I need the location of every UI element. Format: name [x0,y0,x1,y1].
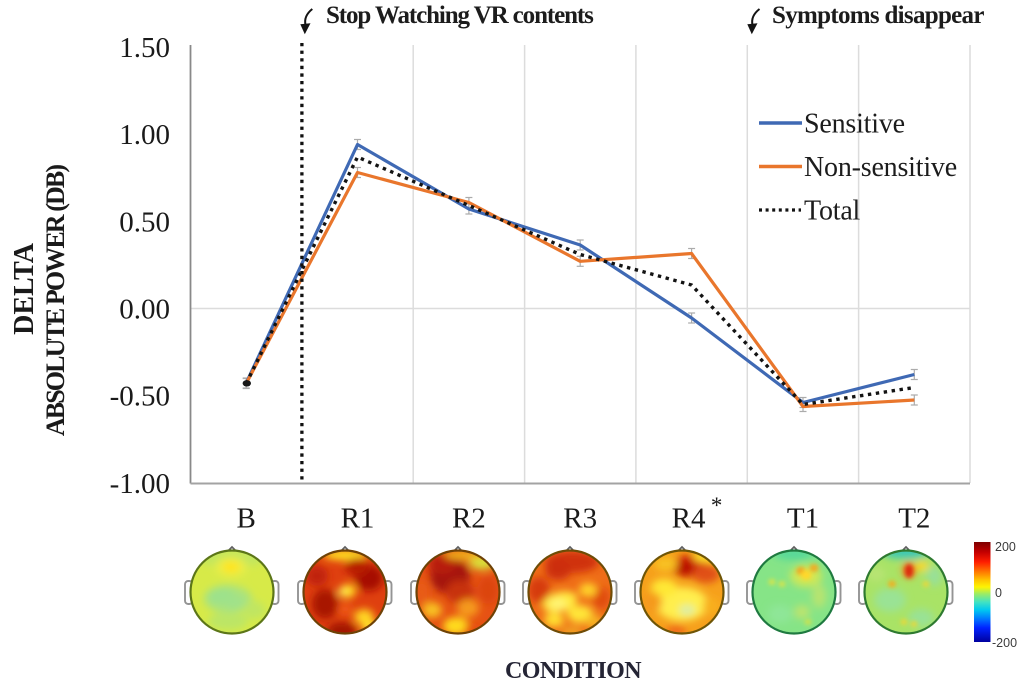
svg-text:T2: T2 [898,503,930,535]
svg-text:CONDITION: CONDITION [505,658,642,684]
svg-text:R1: R1 [341,503,375,535]
svg-text:R2: R2 [452,503,486,535]
svg-text:T1: T1 [787,503,819,535]
svg-text:DELTA: DELTA [9,242,40,335]
svg-text:-0.50: -0.50 [110,381,170,413]
svg-text:*: * [711,493,723,518]
svg-text:Total: Total [804,196,861,227]
svg-text:ABSOLUTE POWER (DB): ABSOLUTE POWER (DB) [41,165,70,436]
svg-text:Non-sensitive: Non-sensitive [804,152,957,183]
svg-text:1.00: 1.00 [119,119,170,151]
svg-text:-200: -200 [992,636,1017,650]
svg-text:R3: R3 [563,503,597,535]
svg-text:B: B [237,503,256,535]
svg-text:Symptoms disappear: Symptoms disappear [772,2,984,29]
svg-text:Sensitive: Sensitive [804,109,905,140]
svg-text:R4: R4 [672,503,706,535]
svg-text:-1.00: -1.00 [110,468,170,500]
svg-text:1.50: 1.50 [119,32,170,64]
svg-text:0: 0 [995,586,1002,600]
svg-text:0.50: 0.50 [119,206,170,238]
svg-text:0.00: 0.00 [119,294,170,326]
svg-text:200: 200 [995,540,1016,554]
svg-text:Stop Watching VR contents: Stop Watching VR contents [326,2,594,29]
